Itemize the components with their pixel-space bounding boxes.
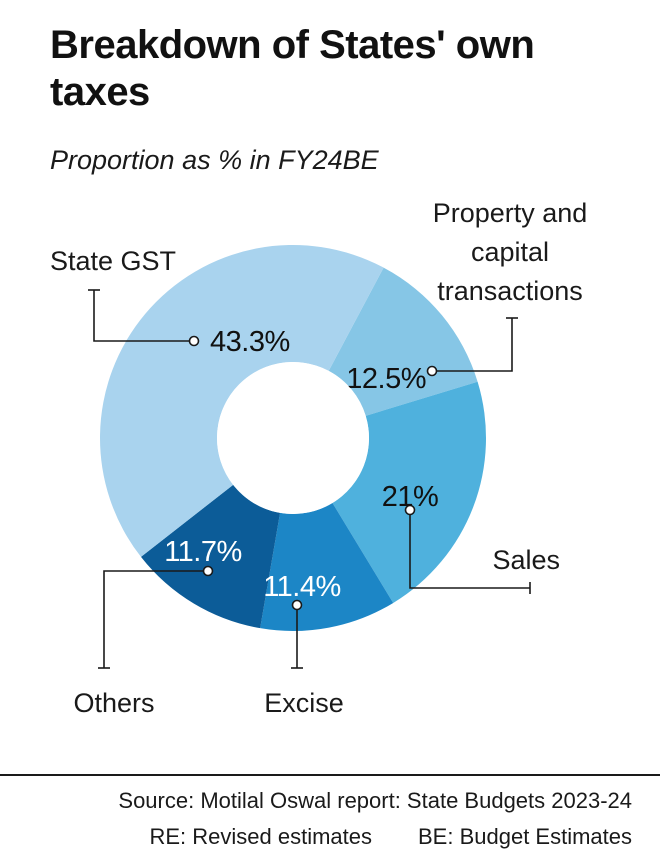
marker-dot-others [202, 565, 214, 577]
leader-line-property-capital [432, 318, 513, 372]
value-label-others: 11.7% [164, 536, 242, 568]
donut-chart: 43.3% State GST 12.5% Property and capital tr… [50, 198, 588, 718]
category-label-line: State GST [50, 246, 176, 276]
category-label-line: transactions [437, 276, 583, 306]
marker-dot-state-gst [188, 335, 200, 347]
category-label-line: capital [471, 237, 549, 267]
value-label-excise: 11.4% [263, 571, 341, 603]
leader-line-others [103, 570, 208, 668]
leader-line-sales [409, 510, 530, 589]
source-note: Source: Motilal Oswal report: State Budg… [118, 788, 632, 813]
chart-title: Breakdown of States' own taxes [50, 23, 535, 114]
category-label-line: Sales [492, 545, 560, 575]
abbreviation-notes: RE: Revised estimates BE: Budget Estimate… [103, 824, 632, 850]
chart-subtitle: Proportion as % in FY24BE [50, 145, 379, 175]
donut-hole [217, 362, 369, 514]
slice-property-capital [328, 267, 478, 416]
marker-dot-excise [291, 599, 303, 611]
category-label-line: Excise [264, 688, 344, 718]
category-label-sales: Sales [492, 545, 560, 575]
note-be: BE: Budget Estimates [418, 824, 632, 849]
category-label-property-capital: Property and capital transactions [433, 198, 588, 306]
value-label-state-gst: 43.3% [210, 326, 290, 358]
category-label-excise: Excise [264, 688, 344, 718]
note-re: RE: Revised estimates [149, 824, 372, 849]
category-label-state-gst: State GST [50, 246, 176, 276]
value-label-sales: 21% [382, 481, 439, 513]
slice-excise [260, 502, 394, 631]
slice-state-gst [100, 245, 384, 557]
slice-sales [332, 381, 486, 603]
category-label-line: Others [73, 688, 154, 718]
slice-others [140, 484, 281, 629]
leader-line-state-gst [93, 290, 194, 342]
footer-divider [0, 774, 660, 776]
category-label-others: Others [73, 688, 154, 718]
category-label-line: Property and [433, 198, 588, 228]
marker-dot-property-capital [426, 365, 438, 377]
value-label-property-capital: 12.5% [346, 363, 426, 395]
marker-dot-sales [404, 504, 416, 516]
